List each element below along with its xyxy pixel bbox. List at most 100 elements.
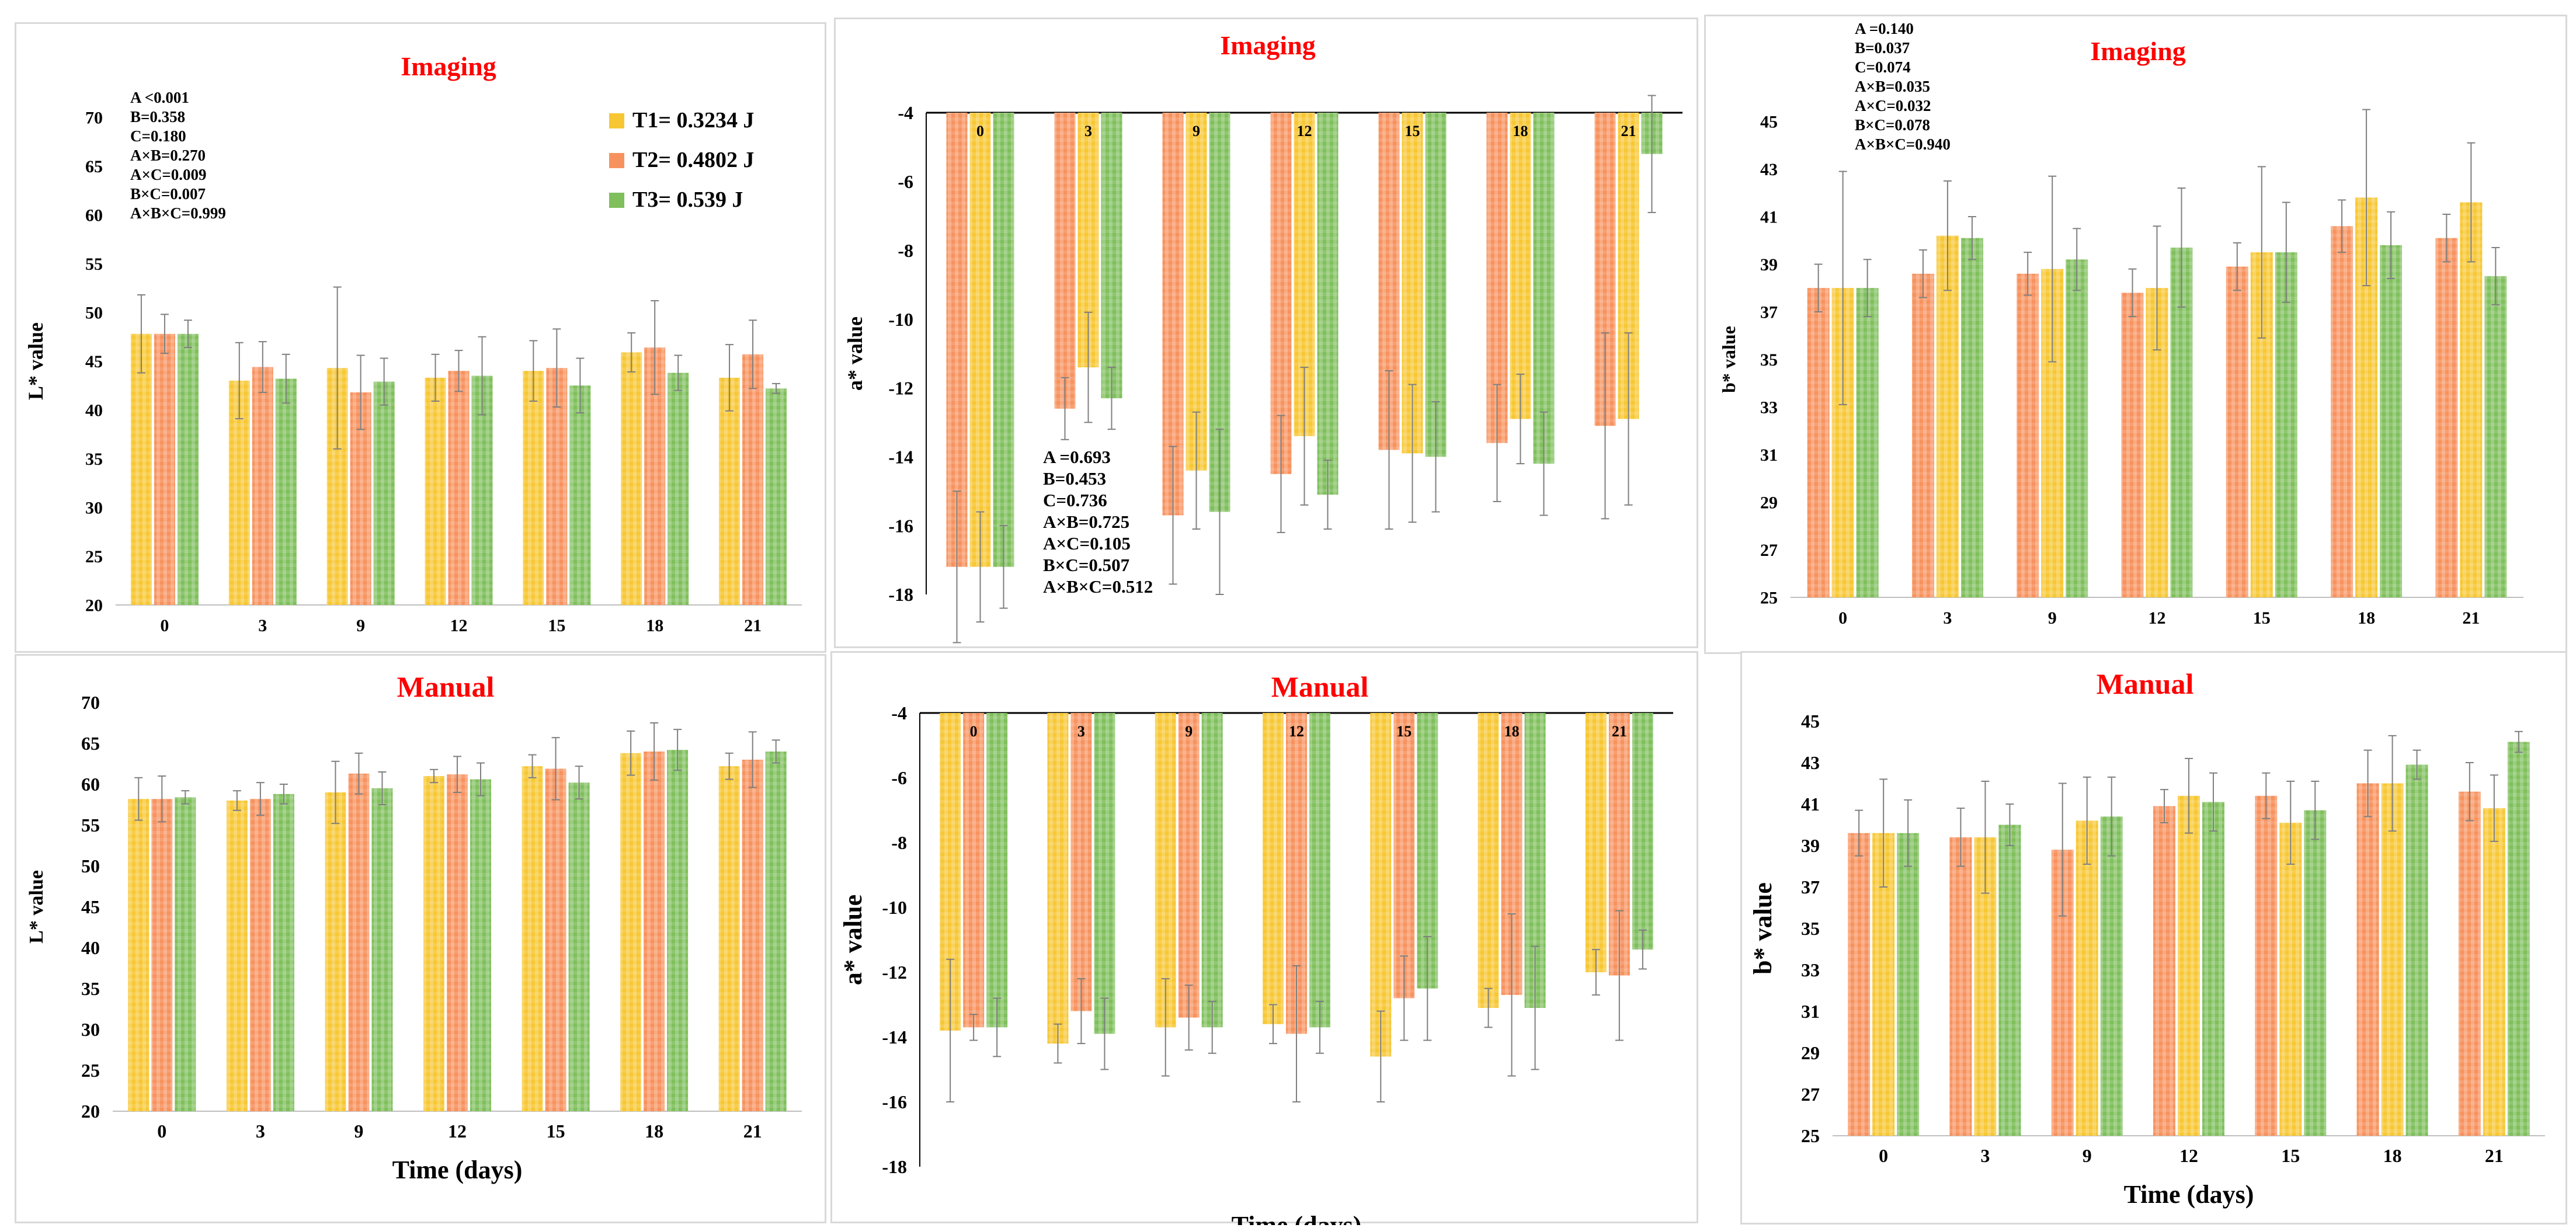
bar-t3-day-9: [371, 788, 393, 1111]
bar-t3-day-15: [1425, 113, 1447, 457]
bar-t2-day-12: [447, 774, 468, 1111]
y-tick-label: 29: [1801, 1042, 1820, 1063]
bar-t2-day-0: [151, 799, 173, 1111]
error-bar-t3-day-12: [478, 336, 486, 416]
error-bar-t1-day-15: [1376, 1010, 1385, 1102]
stat-line: A×B×C=0.940: [1855, 135, 1951, 153]
error-bar-t2-day-21: [2442, 213, 2451, 263]
y-tick-label: 37: [1801, 876, 1820, 897]
bar-t3-day-21: [2507, 742, 2530, 1136]
error-bar-t1-day-21: [725, 752, 733, 780]
y-tick-label: 20: [81, 1101, 100, 1122]
error-bar-t1-day-0: [137, 294, 145, 374]
y-tick-label: 30: [81, 1019, 100, 1040]
stat-line: A×C=0.032: [1855, 97, 1931, 114]
y-tick-label: 31: [1760, 446, 1778, 465]
error-bar-t2-day-0: [952, 490, 961, 643]
legend-label-t1: T1= 0.3234 J: [632, 108, 755, 133]
bar-t1-day-15: [1370, 713, 1392, 1057]
y-axis-label: a* value: [843, 316, 867, 391]
bar-t2-day-21: [742, 354, 764, 605]
error-bar-t3-day-9: [1215, 429, 1224, 595]
panel-manual-a: Manual -18 -16 -14 -12 -10 -8 -6 -4 a* value Time …: [830, 651, 1698, 1225]
error-bar-t2-day-21: [2465, 762, 2474, 822]
stat-line: B×C=0.507: [1043, 555, 1129, 575]
y-tick-label: -14: [888, 446, 913, 467]
stat-line: A =0.693: [1043, 447, 1111, 467]
error-bar-t3-day-3: [2005, 803, 2014, 846]
bar-t1-day-21: [718, 766, 740, 1111]
x-tick-label: 9: [1185, 723, 1193, 740]
y-tick-label: 33: [1760, 398, 1778, 418]
error-bar-t3-day-18: [2412, 749, 2421, 780]
error-bar-t3-day-15: [575, 766, 583, 800]
error-bar-t3-day-9: [1208, 1000, 1216, 1054]
y-tick-label: 33: [1801, 959, 1820, 980]
error-bar-t2-day-12: [1292, 965, 1301, 1102]
error-bar-t1-day-3: [1981, 780, 1990, 894]
stat-line: B=0.037: [1855, 39, 1910, 57]
bar-t2-day-18: [644, 752, 665, 1111]
stat-line: A×B×C=0.999: [130, 204, 226, 222]
error-bar-t3-day-12: [1323, 460, 1332, 530]
error-bar-t2-day-9: [1169, 446, 1177, 585]
error-bar-t2-day-21: [1615, 910, 1624, 1041]
error-bar-t1-day-0: [976, 511, 985, 623]
error-bar-t1-day-9: [2083, 776, 2091, 865]
bar-t1-day-15: [523, 371, 544, 605]
chart-imaging-l-value: Imaging 20 25 30 35 40 45 50 55 60 65 70 L* value 0 3 9…: [24, 51, 802, 635]
y-tick-label: -18: [882, 1156, 907, 1177]
bar-t1-day-9: [1186, 113, 1207, 471]
error-bar-t1-day-21: [2490, 774, 2498, 842]
y-tick-label: -12: [882, 962, 907, 983]
bar-t1-day-18: [620, 753, 642, 1111]
error-bar-t3-day-18: [674, 354, 683, 391]
error-bar-t1-day-12: [1269, 1004, 1277, 1045]
stat-line: A =0.140: [1855, 20, 1914, 37]
error-bar-t1-day-18: [627, 332, 636, 373]
bar-t3-day-15: [569, 385, 591, 605]
bar-t1-day-12: [423, 776, 444, 1111]
error-bar-t2-day-3: [1956, 808, 1965, 867]
error-bar-t2-day-15: [551, 737, 560, 801]
error-bar-t1-day-12: [1300, 367, 1309, 506]
bar-t2-day-15: [2226, 266, 2248, 597]
bar-t3-day-9: [2066, 259, 2088, 598]
y-tick-label: -8: [898, 240, 913, 261]
error-bar-t2-day-12: [453, 756, 461, 793]
stat-line: A×B=0.035: [1855, 78, 1930, 95]
x-tick-label: 18: [646, 616, 663, 635]
chart-title: Manual: [397, 670, 495, 703]
y-axis-label: L* value: [26, 870, 47, 944]
y-tick-label: 25: [1801, 1125, 1820, 1146]
x-tick-label: 3: [1084, 123, 1092, 140]
error-bar-t2-day-18: [651, 300, 659, 395]
bar-t2-day-3: [252, 367, 273, 605]
error-bar-t2-day-3: [258, 341, 267, 393]
error-bar-t2-day-3: [256, 782, 265, 816]
error-bar-t1-day-15: [2257, 166, 2266, 339]
x-tick-label: 18: [1504, 723, 1520, 740]
legend-swatch-t3: [609, 193, 624, 208]
error-bar-t1-day-21: [1591, 949, 1600, 996]
chart-manual-a-value: Manual -18 -16 -14 -12 -10 -8 -6 -4 a* value Time …: [839, 670, 1673, 1225]
x-tick-label: 15: [547, 1121, 565, 1142]
x-tick-label: 9: [2083, 1145, 2092, 1166]
y-tick-label: -14: [882, 1027, 907, 1048]
error-bar-t1-day-18: [627, 730, 635, 776]
error-bar-t2-day-21: [748, 731, 757, 788]
error-bar-t1-day-15: [529, 340, 538, 402]
x-tick-label: 18: [2383, 1145, 2402, 1166]
bar-t2-day-0: [1848, 833, 1871, 1136]
y-tick-label: 50: [81, 855, 100, 876]
error-bar-t2-day-9: [1184, 985, 1193, 1051]
x-tick-label: 3: [256, 1121, 265, 1142]
error-bar-t1-day-21: [2467, 142, 2476, 263]
x-axis-label: Time (days): [392, 1156, 523, 1184]
error-bar-t1-day-15: [2286, 780, 2295, 865]
y-tick-label: 45: [85, 352, 103, 371]
error-bar-t1-day-12: [430, 768, 438, 784]
chart-title: Imaging: [1220, 30, 1316, 60]
x-tick-label: 9: [354, 1121, 363, 1142]
x-tick-label: 3: [1980, 1145, 1990, 1166]
